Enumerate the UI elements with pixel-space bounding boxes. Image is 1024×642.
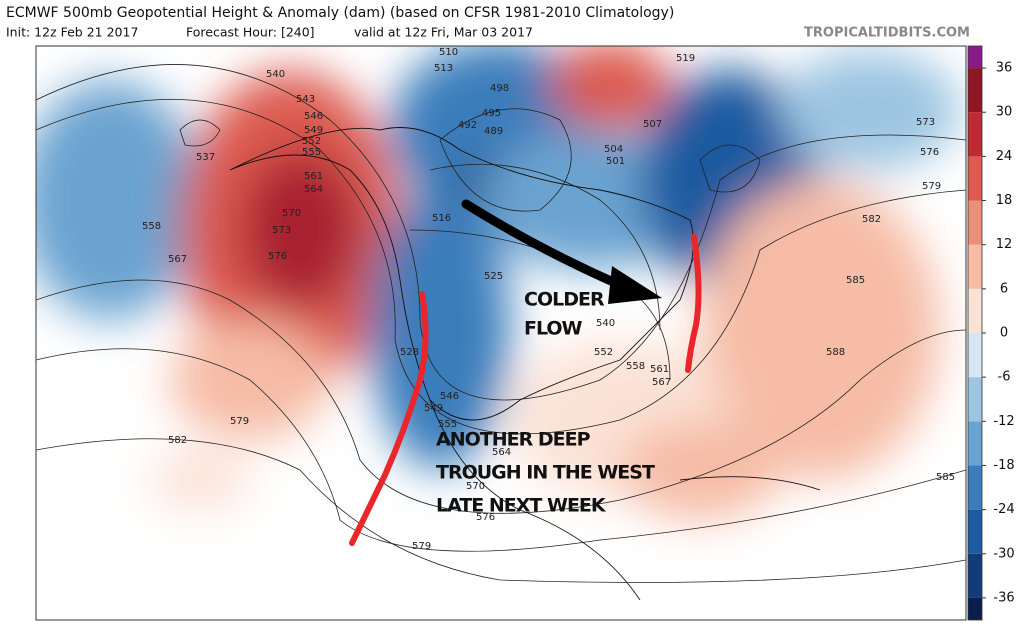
contour-label: 537: [196, 152, 215, 163]
colorbar-band: [968, 112, 982, 157]
contour-label: 564: [492, 447, 511, 458]
contour-label: 540: [266, 69, 285, 80]
contour-label: 546: [304, 111, 323, 122]
contour-label: 492: [458, 120, 477, 131]
contour-label: 558: [626, 361, 645, 372]
colorbar-label: -30: [993, 546, 1014, 561]
contour-label: 582: [168, 435, 187, 446]
annotation: COLDER: [524, 289, 605, 311]
colorbar-band: [968, 377, 982, 422]
colorbar-label: 6: [1000, 281, 1008, 296]
colorbar-band: [968, 200, 982, 245]
flow-arrowhead: [608, 266, 662, 304]
colorbar-band: [968, 421, 982, 466]
contour-label: 585: [846, 275, 865, 286]
contour-label: 555: [438, 419, 457, 430]
colorbar-band: [968, 553, 982, 598]
contour-label: 570: [466, 481, 485, 492]
contour-label: 552: [594, 347, 613, 358]
coastline: [229, 127, 694, 421]
contour-label: 567: [168, 254, 187, 265]
contour-label: 549: [304, 125, 323, 136]
contour-label: 504: [604, 144, 623, 155]
contour-label: 588: [826, 347, 845, 358]
annotation: FLOW: [524, 318, 583, 340]
contour-label: 570: [282, 208, 301, 219]
colorbar-label: -6: [998, 370, 1011, 385]
contour-label: 576: [920, 147, 939, 158]
coastline-south: [429, 399, 821, 601]
contour-label: 498: [490, 83, 509, 94]
contour-label: 543: [296, 94, 315, 105]
valid-time: valid at 12z Fri, Mar 03 2017: [354, 25, 533, 40]
map-frame: [35, 45, 967, 621]
contour-label: 489: [484, 126, 503, 137]
contour-label: 576: [476, 512, 495, 523]
colorbar: 36 30 24 18 12 6 0 -6 -12 -18 -24 -30 -36: [967, 45, 1015, 621]
contour-label: 561: [304, 171, 323, 182]
contour-label: 576: [268, 251, 287, 262]
annotation: TROUGH IN THE WEST: [436, 462, 655, 484]
contour-label: 573: [272, 225, 291, 236]
colorbar-label: 0: [1000, 326, 1008, 341]
colorbar-label: 12: [996, 237, 1013, 252]
annotation: ANOTHER DEEP: [436, 429, 591, 451]
colorbar-band: [968, 244, 982, 289]
colorbar-label: 24: [996, 149, 1013, 164]
title: ECMWF 500mb Geopotential Height & Anomal…: [6, 5, 674, 21]
colorbar-band: [968, 46, 982, 69]
colorbar-band: [968, 509, 982, 554]
contour-label: 579: [230, 416, 249, 427]
colorbar-label: -24: [993, 502, 1014, 517]
contour-labels: 540 543 546 549 552 555 561 564 570 573 …: [142, 47, 955, 552]
colorbar-band: [968, 465, 982, 510]
map: [36, 46, 966, 620]
annotation: LATE NEXT WEEK: [436, 495, 607, 517]
contour-label: 573: [916, 117, 935, 128]
contour-label: 549: [424, 403, 443, 414]
anomaly-field: [36, 46, 960, 520]
height-contours: [36, 64, 966, 583]
contour-label: 555: [302, 147, 321, 158]
contour-label: 582: [862, 214, 881, 225]
colorbar-band: [968, 156, 982, 201]
colorbar-label: -36: [993, 590, 1014, 605]
colorbar-label: -12: [993, 414, 1014, 429]
contour-label: 564: [304, 184, 323, 195]
contour-label: 585: [936, 472, 955, 483]
contour-label: 567: [652, 377, 671, 388]
colorbar-band: [968, 288, 982, 333]
init-time: Init: 12z Feb 21 2017: [6, 25, 138, 40]
contour-label: 501: [606, 156, 625, 167]
contour-label: 579: [412, 541, 431, 552]
contour-label: 579: [922, 181, 941, 192]
trough-line-east: [685, 234, 702, 373]
colorbar-label: -18: [993, 458, 1014, 473]
contour-label: 507: [643, 119, 662, 130]
colorbar-label: 30: [996, 105, 1013, 120]
forecast-hour: Forecast Hour: [240]: [186, 25, 315, 40]
contour-label: 516: [432, 213, 451, 224]
contour-label: 513: [434, 63, 453, 74]
colorbar-label: 36: [996, 61, 1013, 76]
contour-label: 552: [302, 136, 321, 147]
contour-label: 546: [440, 391, 459, 402]
trough-line-west: [349, 291, 429, 546]
contour-label: 510: [439, 47, 458, 58]
flow-arrow: [461, 199, 625, 290]
credit: TROPICALTIDBITS.COM: [804, 26, 970, 41]
contour-label: 495: [482, 108, 501, 119]
colorbar-band: [968, 597, 982, 620]
colorbar-band: [968, 68, 982, 113]
contour-label: 519: [676, 53, 695, 64]
contour-label: 528: [400, 347, 419, 358]
contour-label: 561: [650, 364, 669, 375]
contour-label: 558: [142, 221, 161, 232]
contour-label: 540: [596, 318, 615, 329]
contour-label: 525: [484, 271, 503, 282]
colorbar-band: [968, 333, 982, 378]
colorbar-label: 18: [996, 193, 1013, 208]
